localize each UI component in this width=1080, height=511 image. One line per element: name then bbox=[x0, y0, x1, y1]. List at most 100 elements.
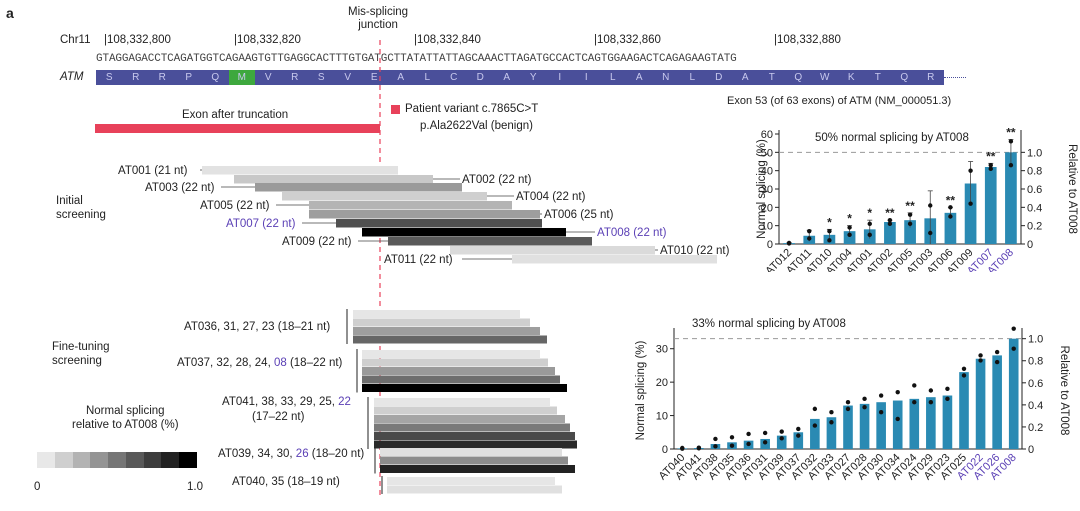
bar bbox=[826, 417, 837, 449]
data-point bbox=[862, 405, 867, 410]
gene-label: ATM bbox=[60, 71, 84, 83]
bar bbox=[909, 398, 920, 449]
y-tick-label: 10 bbox=[761, 221, 773, 233]
aa-cell: L bbox=[414, 70, 441, 85]
data-point bbox=[812, 406, 818, 412]
aa-cell: P bbox=[175, 70, 202, 85]
aa-cell: L bbox=[599, 70, 626, 85]
coord-4: 108,332,880 bbox=[777, 34, 841, 46]
aa-cell: K bbox=[838, 70, 865, 85]
oligo-bar bbox=[380, 465, 575, 473]
oligo-bar bbox=[388, 237, 592, 246]
y2-tick-label: 0 bbox=[1027, 239, 1033, 251]
data-point bbox=[928, 388, 934, 393]
bar bbox=[843, 405, 853, 449]
bar bbox=[926, 397, 936, 449]
aa-cell: R bbox=[122, 70, 149, 85]
oligo-bar bbox=[234, 175, 433, 184]
group-label: AT041, 38, 33, 29, 25, 22 bbox=[222, 396, 351, 408]
oligo-bar bbox=[336, 219, 542, 228]
oligo-bar bbox=[362, 350, 540, 358]
legend-swatch bbox=[179, 452, 198, 468]
aa-cell: D bbox=[467, 70, 494, 85]
coord-tick-4: |108,332,880 bbox=[774, 34, 841, 46]
data-point bbox=[907, 221, 913, 227]
oligo-bar bbox=[374, 406, 557, 415]
coord-tick-1: |108,332,820 bbox=[234, 34, 301, 46]
group-label-highlight: 08 bbox=[274, 357, 287, 369]
y2-tick-label: 1.0 bbox=[1028, 334, 1043, 346]
y-tick-label: 30 bbox=[656, 344, 668, 356]
aa-cell: N bbox=[652, 70, 679, 85]
y-tick-label: 20 bbox=[761, 202, 773, 214]
data-point bbox=[729, 435, 735, 440]
group-label: AT037, 32, 28, 24, 08 (18–22 nt) bbox=[177, 357, 343, 369]
data-point bbox=[961, 366, 967, 371]
oligo-label: AT008 (22 nt) bbox=[597, 227, 667, 239]
data-point bbox=[812, 423, 818, 428]
legend-max: 1.0 bbox=[187, 481, 203, 493]
oligo-bar bbox=[374, 398, 550, 406]
data-point bbox=[1008, 139, 1014, 144]
y-tick-label: 30 bbox=[761, 184, 773, 196]
data-point bbox=[928, 203, 933, 208]
y-axis-label: Normal splicing (%) bbox=[635, 340, 647, 440]
variant-line2: p.Ala2622Val (benign) bbox=[420, 120, 533, 132]
y-tick-label: 50 bbox=[761, 147, 773, 159]
y-tick-label: 10 bbox=[656, 411, 668, 423]
aa-cell: R bbox=[917, 70, 944, 85]
aa-cell: D bbox=[705, 70, 732, 85]
aa-cell: S bbox=[96, 70, 123, 85]
oligo-bar bbox=[255, 183, 462, 192]
data-point bbox=[762, 440, 768, 445]
bar bbox=[942, 395, 953, 449]
y2-tick-label: 0.2 bbox=[1028, 422, 1043, 434]
oligo-label: AT001 (21 nt) bbox=[118, 165, 188, 177]
data-point bbox=[912, 383, 917, 388]
y2-tick-label: 0.4 bbox=[1028, 400, 1043, 412]
y-tick-label: 0 bbox=[767, 239, 773, 251]
y2-tick-label: 0.2 bbox=[1027, 221, 1042, 233]
legend-min: 0 bbox=[34, 481, 41, 493]
bar bbox=[876, 402, 886, 449]
panel-letter: a bbox=[6, 5, 14, 21]
legend-swatch bbox=[125, 452, 144, 468]
data-point bbox=[845, 400, 851, 405]
oligo-bar bbox=[353, 327, 540, 335]
legend-swatch bbox=[108, 452, 126, 468]
data-point bbox=[878, 393, 884, 398]
aa-cell: Q bbox=[785, 70, 812, 85]
coord-2: 108,332,840 bbox=[417, 34, 481, 46]
data-point bbox=[1011, 326, 1016, 331]
data-point bbox=[847, 225, 852, 230]
data-point bbox=[829, 420, 834, 425]
bar bbox=[964, 183, 977, 244]
oligo-bar bbox=[362, 228, 566, 237]
group-label-highlight: 26 bbox=[296, 448, 309, 460]
coord-tick-2: |108,332,840 bbox=[414, 34, 481, 46]
aa-cell: A bbox=[626, 70, 653, 85]
data-point bbox=[729, 443, 735, 448]
group-label-pre: AT041, 38, 33, 29, 25, bbox=[222, 396, 338, 408]
y2-tick-label: 0.6 bbox=[1028, 378, 1043, 390]
bar bbox=[992, 355, 1002, 449]
coord-0: 108,332,800 bbox=[107, 34, 171, 46]
group-label: AT036, 31, 27, 23 (18–21 nt) bbox=[184, 321, 330, 333]
oligo-bar bbox=[380, 456, 568, 465]
data-point bbox=[779, 429, 784, 434]
oligo-bars: AT001 (21 nt) AT002 (22 nt) AT003 (22 nt) A… bbox=[118, 40, 730, 495]
legend-swatch bbox=[161, 452, 180, 468]
aa-cell: T bbox=[758, 70, 785, 85]
bar bbox=[859, 403, 870, 449]
legend-swatch bbox=[54, 452, 73, 468]
oligo-bar bbox=[387, 485, 562, 494]
aa-cell: R bbox=[149, 70, 176, 85]
chromosome-label: Chr11 bbox=[60, 34, 91, 46]
significance-mark: * bbox=[847, 212, 852, 226]
aa-cell: A bbox=[387, 70, 414, 85]
significance-mark: ** bbox=[1006, 126, 1016, 140]
data-point bbox=[680, 445, 685, 451]
aa-cell: E bbox=[361, 70, 388, 85]
aa-cell: V bbox=[255, 70, 282, 85]
dna-sequence: GTAGGAGACCTCAGATGGTCAGAAGTGTTGAGGCACTTTG… bbox=[96, 53, 737, 65]
